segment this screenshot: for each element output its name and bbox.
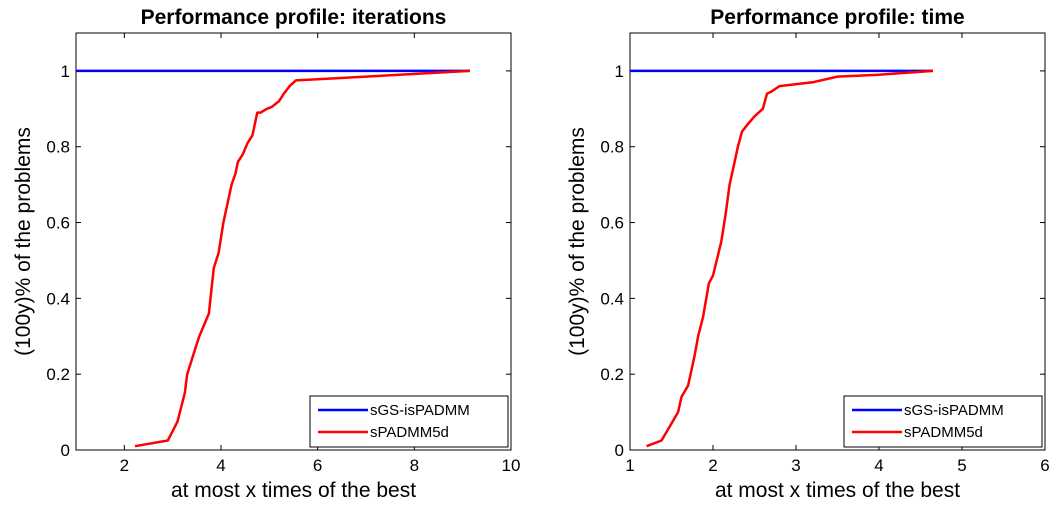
x-tick-label: 6 bbox=[313, 456, 322, 475]
y-tick-label: 0 bbox=[61, 441, 70, 460]
x-axis-label: at most x times of the best bbox=[715, 479, 960, 502]
y-tick-label: 0.4 bbox=[600, 289, 624, 308]
x-axis-label: at most x times of the best bbox=[171, 479, 416, 502]
y-tick-label: 0.8 bbox=[600, 138, 624, 157]
y-tick-label: 0.8 bbox=[46, 138, 70, 157]
series-line-spadmm5d bbox=[134, 69, 470, 448]
y-tick-label: 0.6 bbox=[600, 214, 624, 233]
x-tick-label: 3 bbox=[791, 456, 800, 475]
chart-time: 1 2 3 4 5 6 0 0.2 0.4 0.6 0.8 1 Performance profile:… bbox=[566, 6, 1050, 502]
legend-box bbox=[843, 395, 1043, 448]
y-axis-label: (100y)% of the problems bbox=[566, 127, 589, 356]
legend-entry-label: sPADMM5d bbox=[904, 424, 983, 441]
chart-iterations: 2 4 6 8 10 0 0.2 0.4 0.6 0.8 1 Performance profile:… bbox=[12, 6, 520, 502]
chart-title: Performance profile: iterations bbox=[141, 6, 447, 29]
plot-frame bbox=[75, 32, 512, 451]
x-tick-label: 6 bbox=[1040, 456, 1049, 475]
chart-title: Performance profile: time bbox=[710, 6, 964, 29]
legend-box bbox=[309, 395, 509, 448]
y-axis-label: (100y)% of the problems bbox=[12, 127, 35, 356]
x-tick-label: 5 bbox=[957, 456, 966, 475]
y-tick-label: 0.2 bbox=[46, 365, 70, 384]
x-tick-label: 4 bbox=[216, 456, 225, 475]
legend: sGS-isPADMM sPADMM5d bbox=[843, 395, 1043, 448]
y-tick-label: 0.2 bbox=[600, 365, 624, 384]
y-tick-label: 0.6 bbox=[46, 214, 70, 233]
y-tick-label: 0.4 bbox=[46, 289, 70, 308]
x-tick-label: 1 bbox=[625, 456, 634, 475]
x-tick-label: 4 bbox=[874, 456, 883, 475]
series-line-spadmm5d bbox=[646, 69, 934, 448]
plot-frame bbox=[629, 32, 1046, 451]
x-tick-label: 8 bbox=[410, 456, 419, 475]
x-tick-label: 10 bbox=[502, 456, 521, 475]
legend-entry-label: sGS-isPADMM bbox=[370, 402, 470, 419]
x-tick-label: 2 bbox=[120, 456, 129, 475]
legend-entry-label: sGS-isPADMM bbox=[904, 402, 1004, 419]
legend: sGS-isPADMM sPADMM5d bbox=[309, 395, 509, 448]
y-tick-label: 1 bbox=[61, 62, 70, 81]
legend-entry-label: sPADMM5d bbox=[370, 424, 449, 441]
y-tick-label: 1 bbox=[615, 62, 624, 81]
x-tick-label: 2 bbox=[708, 456, 717, 475]
y-tick-label: 0 bbox=[615, 441, 624, 460]
